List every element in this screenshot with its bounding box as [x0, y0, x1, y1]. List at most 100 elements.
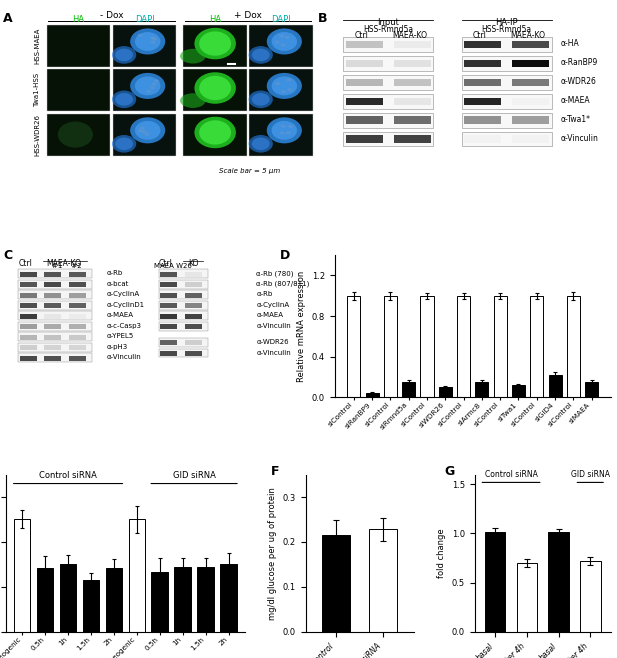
Bar: [159, 311, 208, 320]
Text: α-Vinculin: α-Vinculin: [560, 134, 598, 143]
Bar: [512, 97, 549, 105]
Circle shape: [143, 131, 146, 133]
Bar: [485, 532, 505, 632]
Text: Control siRNA: Control siRNA: [484, 470, 537, 480]
Bar: [44, 324, 61, 329]
Bar: [68, 314, 86, 318]
Ellipse shape: [199, 76, 231, 100]
Ellipse shape: [194, 72, 236, 104]
Bar: [113, 25, 176, 66]
Bar: [159, 280, 208, 289]
Ellipse shape: [252, 93, 270, 106]
Bar: [68, 303, 86, 308]
Bar: [106, 568, 122, 632]
Text: MAEA-KO: MAEA-KO: [46, 259, 81, 268]
Bar: [439, 387, 452, 397]
Ellipse shape: [194, 28, 236, 59]
Circle shape: [285, 36, 289, 38]
Ellipse shape: [249, 135, 273, 153]
Text: HSS-MAEA: HSS-MAEA: [35, 28, 40, 64]
Bar: [68, 345, 86, 350]
Bar: [220, 565, 237, 632]
Bar: [44, 345, 61, 350]
Ellipse shape: [112, 91, 136, 108]
Bar: [462, 94, 552, 109]
Ellipse shape: [249, 46, 273, 64]
Ellipse shape: [135, 121, 160, 139]
Text: KO: KO: [189, 259, 199, 268]
Text: G: G: [445, 465, 455, 478]
Text: α-WDR26: α-WDR26: [560, 77, 596, 86]
Text: Ctrl: Ctrl: [19, 259, 32, 268]
Text: Ctrl: Ctrl: [473, 32, 487, 40]
Bar: [128, 519, 145, 632]
Bar: [512, 78, 549, 86]
Y-axis label: fold change: fold change: [437, 528, 446, 578]
Circle shape: [147, 90, 151, 92]
Y-axis label: Relative mRNA expression: Relative mRNA expression: [297, 270, 306, 382]
Text: - Dox: - Dox: [100, 11, 123, 20]
Ellipse shape: [271, 121, 297, 139]
Text: α-Rb (807/811): α-Rb (807/811): [257, 280, 310, 287]
Text: α-c-Casp3: α-c-Casp3: [107, 323, 142, 329]
Ellipse shape: [115, 49, 133, 61]
Bar: [394, 60, 431, 67]
Circle shape: [151, 87, 154, 89]
Bar: [44, 335, 61, 340]
Circle shape: [280, 132, 284, 134]
Bar: [394, 78, 431, 86]
Bar: [184, 340, 202, 345]
Text: α-bcat: α-bcat: [107, 281, 130, 287]
Bar: [346, 78, 383, 86]
Text: MAEA-KO: MAEA-KO: [510, 32, 545, 40]
Circle shape: [275, 41, 279, 43]
Circle shape: [152, 38, 157, 40]
Bar: [343, 37, 433, 52]
Bar: [516, 563, 537, 632]
Bar: [184, 272, 202, 276]
Circle shape: [139, 130, 143, 132]
Bar: [343, 132, 433, 147]
Bar: [322, 535, 350, 632]
Bar: [159, 322, 208, 331]
Ellipse shape: [115, 93, 133, 106]
Bar: [20, 335, 36, 340]
Text: HSS-Rmnd5a: HSS-Rmnd5a: [482, 25, 532, 34]
Text: Ctrl: Ctrl: [159, 259, 173, 268]
Bar: [343, 75, 433, 89]
Bar: [394, 116, 431, 124]
Bar: [346, 41, 383, 48]
Ellipse shape: [252, 49, 270, 61]
Bar: [475, 382, 489, 397]
Ellipse shape: [271, 32, 297, 51]
Circle shape: [138, 34, 142, 36]
Bar: [152, 572, 168, 632]
Bar: [68, 293, 86, 297]
Bar: [184, 303, 202, 308]
Bar: [160, 282, 177, 287]
Bar: [19, 322, 92, 331]
Bar: [160, 293, 177, 297]
Bar: [175, 567, 191, 632]
Bar: [44, 282, 61, 287]
Text: HSS-Rmnd5a: HSS-Rmnd5a: [363, 25, 413, 34]
Bar: [394, 41, 431, 48]
Text: B: B: [318, 11, 328, 24]
Bar: [462, 37, 552, 52]
Bar: [159, 269, 208, 278]
Y-axis label: mg/dl glucose per ug of protein: mg/dl glucose per ug of protein: [268, 487, 277, 620]
Text: + Dox: + Dox: [234, 11, 262, 20]
Ellipse shape: [115, 138, 133, 150]
Bar: [184, 314, 202, 318]
Bar: [19, 311, 92, 320]
Bar: [249, 114, 313, 155]
Text: α-MAEA: α-MAEA: [257, 313, 283, 318]
Bar: [113, 69, 176, 111]
Text: GID siRNA: GID siRNA: [571, 470, 610, 480]
Bar: [68, 356, 86, 361]
Bar: [249, 25, 313, 66]
Text: α-MAEA: α-MAEA: [107, 313, 134, 318]
Bar: [549, 375, 561, 397]
Bar: [83, 580, 99, 632]
Bar: [465, 116, 501, 124]
